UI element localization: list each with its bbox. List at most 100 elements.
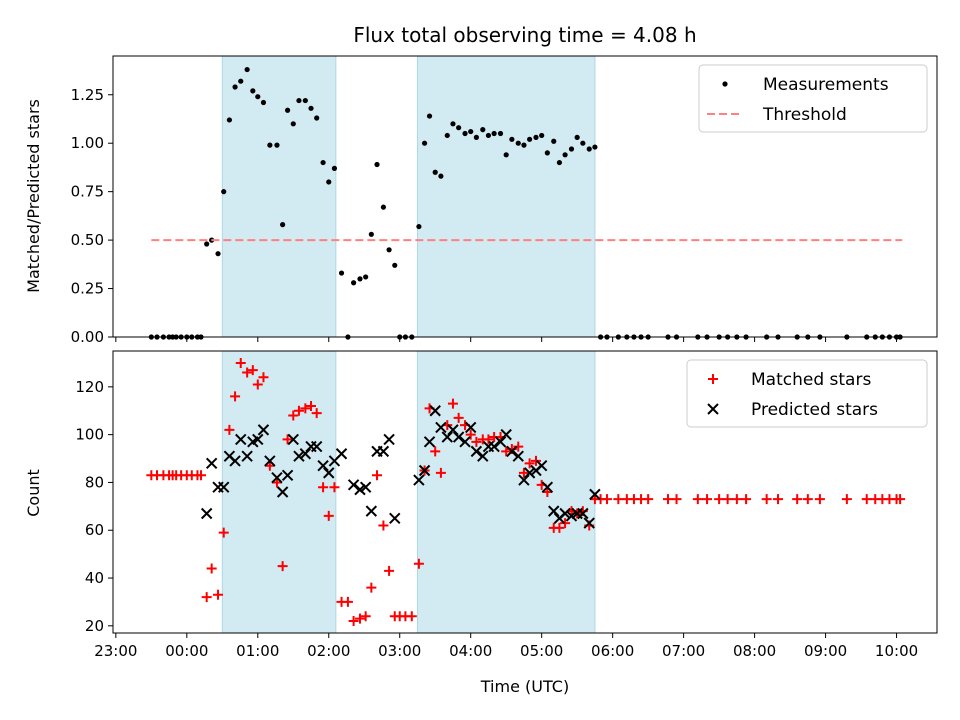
data-point bbox=[374, 161, 380, 168]
data-point bbox=[264, 460, 275, 471]
x-tick-label: 23:00 bbox=[94, 642, 137, 660]
x-tick-label: 06:00 bbox=[591, 642, 634, 660]
data-point bbox=[586, 146, 592, 152]
y-tick-label: 100 bbox=[75, 426, 104, 444]
x-tick-label: 02:00 bbox=[307, 642, 350, 660]
data-point bbox=[488, 440, 500, 453]
data-point bbox=[200, 507, 213, 520]
data-point bbox=[423, 436, 436, 448]
data-point bbox=[741, 494, 752, 505]
data-point bbox=[560, 518, 571, 529]
data-point bbox=[205, 457, 218, 470]
data-point bbox=[722, 494, 733, 505]
legend-label: Matched stars bbox=[751, 370, 871, 390]
x-tick-label: 05:00 bbox=[520, 642, 563, 660]
data-point bbox=[317, 460, 329, 472]
data-point bbox=[895, 494, 906, 505]
plot-frame bbox=[112, 55, 938, 338]
data-point bbox=[541, 481, 554, 493]
legend-label: Predicted stars bbox=[751, 400, 878, 420]
bottom-y-axis-label: Count bbox=[24, 469, 43, 517]
data-point bbox=[527, 136, 533, 142]
data-point bbox=[258, 372, 269, 383]
data-point bbox=[761, 494, 772, 505]
data-point bbox=[559, 507, 571, 520]
data-point bbox=[380, 204, 387, 210]
legend-marker bbox=[708, 374, 718, 384]
data-point bbox=[306, 400, 317, 411]
data-point bbox=[357, 276, 363, 282]
data-point bbox=[577, 507, 589, 520]
data-point bbox=[244, 66, 250, 73]
data-point bbox=[509, 136, 515, 142]
data-point bbox=[802, 494, 813, 505]
data-point bbox=[441, 431, 453, 443]
data-point bbox=[392, 262, 398, 268]
data-point bbox=[535, 460, 548, 472]
data-point bbox=[250, 88, 256, 94]
shaded-interval bbox=[221, 350, 337, 634]
data-point bbox=[613, 494, 624, 505]
data-point bbox=[447, 398, 458, 409]
data-point bbox=[483, 434, 494, 445]
data-point bbox=[430, 446, 441, 457]
legend-label: Threshold bbox=[762, 105, 847, 125]
data-point bbox=[221, 189, 227, 195]
data-point bbox=[365, 505, 378, 517]
data-point bbox=[413, 474, 425, 486]
data-point bbox=[218, 527, 229, 538]
data-point bbox=[506, 445, 518, 458]
x-tick-label: 01:00 bbox=[236, 642, 279, 660]
legend: Measurements Threshold bbox=[698, 64, 928, 133]
y-tick-label: 1.00 bbox=[71, 134, 104, 152]
y-tick-label: 80 bbox=[85, 473, 104, 491]
chart-title: Flux total observing time = 4.08 h bbox=[353, 23, 696, 47]
y-tick-label: 40 bbox=[85, 569, 104, 587]
data-point bbox=[473, 134, 479, 140]
data-point bbox=[663, 494, 674, 505]
data-point bbox=[359, 481, 372, 493]
data-point bbox=[274, 142, 280, 148]
data-point bbox=[491, 130, 497, 137]
data-point bbox=[377, 445, 390, 458]
data-point bbox=[241, 450, 253, 462]
data-point bbox=[347, 479, 360, 491]
data-point bbox=[435, 421, 447, 434]
data-point bbox=[252, 379, 263, 390]
data-point bbox=[551, 138, 557, 144]
data-point bbox=[329, 482, 340, 493]
shaded-interval bbox=[416, 55, 596, 338]
data-point bbox=[518, 474, 530, 486]
data-point bbox=[671, 494, 682, 505]
data-point bbox=[464, 421, 477, 434]
x-tick-label: 08:00 bbox=[733, 642, 776, 660]
data-point bbox=[384, 565, 395, 576]
legend-marker bbox=[722, 81, 728, 87]
y-tick-label: 0.25 bbox=[71, 280, 104, 298]
data-point bbox=[494, 436, 507, 448]
plot-frame bbox=[112, 350, 938, 634]
data-point bbox=[544, 150, 550, 156]
data-point bbox=[252, 433, 264, 446]
data-point bbox=[354, 613, 365, 624]
data-point bbox=[438, 173, 444, 179]
series-measurements bbox=[148, 66, 903, 340]
data-point bbox=[360, 611, 371, 622]
data-point bbox=[293, 450, 305, 462]
data-point bbox=[242, 367, 253, 378]
data-point bbox=[792, 494, 803, 505]
data-point bbox=[497, 130, 504, 137]
data-point bbox=[296, 97, 302, 104]
data-point bbox=[413, 558, 424, 569]
data-point bbox=[323, 467, 335, 479]
data-point bbox=[523, 467, 536, 479]
data-point bbox=[465, 429, 476, 440]
data-point bbox=[386, 247, 392, 253]
data-point bbox=[548, 505, 560, 517]
data-point bbox=[542, 487, 553, 497]
data-point bbox=[264, 455, 276, 467]
data-point bbox=[861, 494, 872, 505]
data-point bbox=[218, 481, 230, 493]
